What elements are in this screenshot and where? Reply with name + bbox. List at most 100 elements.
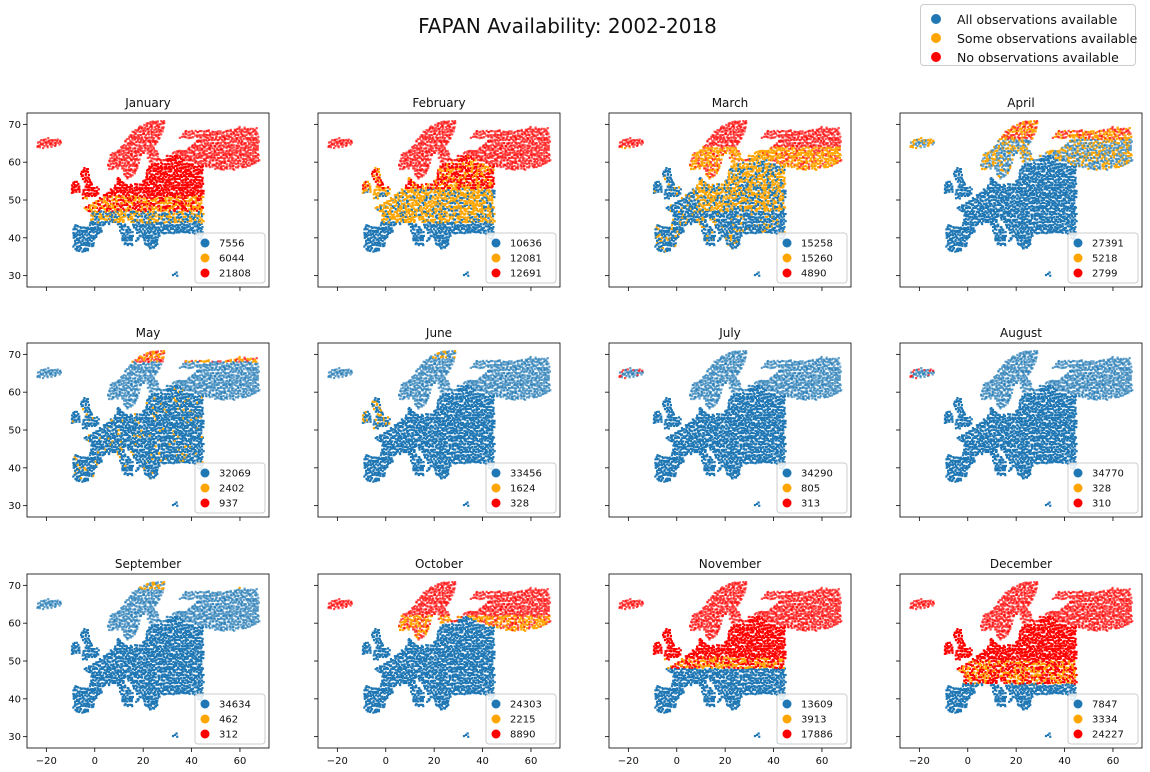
data-point	[175, 189, 178, 193]
data-point	[229, 156, 232, 159]
data-point	[112, 167, 115, 170]
data-point	[481, 228, 484, 232]
data-point	[463, 181, 466, 185]
data-point	[159, 201, 163, 205]
data-point	[108, 200, 111, 203]
data-point	[477, 213, 481, 217]
data-point	[126, 164, 129, 167]
data-point	[163, 194, 166, 198]
data-point	[455, 207, 458, 210]
data-point	[151, 148, 154, 152]
data-point	[425, 158, 428, 161]
data-point	[489, 178, 492, 182]
data-point	[215, 142, 218, 145]
data-point	[165, 209, 168, 212]
data-point	[242, 137, 245, 141]
data-point	[437, 199, 440, 203]
data-point	[199, 154, 202, 157]
data-point	[445, 183, 448, 186]
data-point	[185, 230, 188, 234]
data-point	[143, 136, 147, 139]
data-point	[409, 180, 413, 184]
data-point	[73, 184, 76, 187]
data-point	[143, 149, 147, 152]
data-point	[169, 181, 172, 184]
data-point	[222, 168, 225, 171]
data-point	[443, 231, 446, 235]
data-point	[491, 205, 494, 209]
data-point	[458, 176, 461, 180]
data-point	[371, 229, 375, 233]
data-point	[199, 212, 202, 215]
data-point	[468, 213, 471, 217]
data-point	[474, 223, 477, 227]
data-point	[148, 231, 151, 235]
data-point	[78, 239, 81, 242]
data-point	[123, 163, 126, 166]
data-point	[185, 186, 188, 189]
data-point	[395, 218, 398, 221]
data-point	[91, 218, 95, 221]
data-point	[425, 197, 428, 200]
data-point	[104, 220, 107, 224]
data-point	[121, 195, 124, 198]
data-point	[198, 178, 201, 182]
data-point	[140, 230, 143, 233]
data-point	[219, 132, 222, 135]
data-point	[177, 218, 180, 221]
data-point	[240, 139, 244, 142]
data-point	[195, 146, 198, 149]
data-point	[378, 176, 381, 179]
data-point	[438, 217, 441, 220]
data-point	[491, 172, 495, 175]
figure-title: FAPAN Availability: 2002-2018	[0, 14, 1135, 38]
data-point	[249, 145, 252, 149]
data-point	[422, 206, 425, 210]
data-point	[133, 218, 136, 221]
data-point	[236, 160, 240, 163]
data-point	[55, 139, 58, 143]
data-point	[129, 215, 132, 218]
data-point	[130, 199, 133, 202]
data-point	[182, 166, 185, 169]
data-point	[461, 216, 464, 219]
data-point	[149, 226, 152, 229]
data-point	[115, 156, 118, 159]
data-point	[411, 224, 414, 227]
data-point	[452, 176, 456, 179]
data-point	[415, 199, 418, 202]
data-point	[483, 157, 487, 160]
data-point	[149, 136, 152, 139]
data-point	[126, 143, 129, 146]
data-point	[163, 224, 166, 227]
data-point	[178, 156, 182, 159]
data-point	[209, 135, 212, 138]
data-point	[220, 147, 223, 150]
data-point	[177, 160, 181, 163]
data-point	[216, 165, 219, 168]
data-point	[251, 159, 254, 162]
data-point	[443, 157, 446, 160]
data-point	[124, 165, 128, 168]
data-point	[156, 242, 159, 246]
data-point	[442, 221, 445, 224]
data-point	[471, 202, 474, 205]
data-point	[242, 159, 245, 162]
data-point	[135, 136, 139, 139]
data-point	[406, 202, 410, 206]
data-point	[379, 179, 382, 182]
data-point	[75, 245, 78, 248]
data-point	[468, 205, 471, 208]
data-point	[454, 202, 457, 205]
data-point	[387, 215, 390, 219]
data-point	[386, 210, 390, 214]
data-point	[147, 133, 151, 136]
data-point	[373, 168, 376, 172]
data-point	[398, 207, 401, 210]
data-point	[174, 184, 177, 187]
data-point	[132, 147, 135, 150]
data-point	[193, 194, 196, 197]
data-point	[155, 221, 158, 224]
data-point	[482, 163, 485, 166]
data-point	[90, 228, 93, 231]
